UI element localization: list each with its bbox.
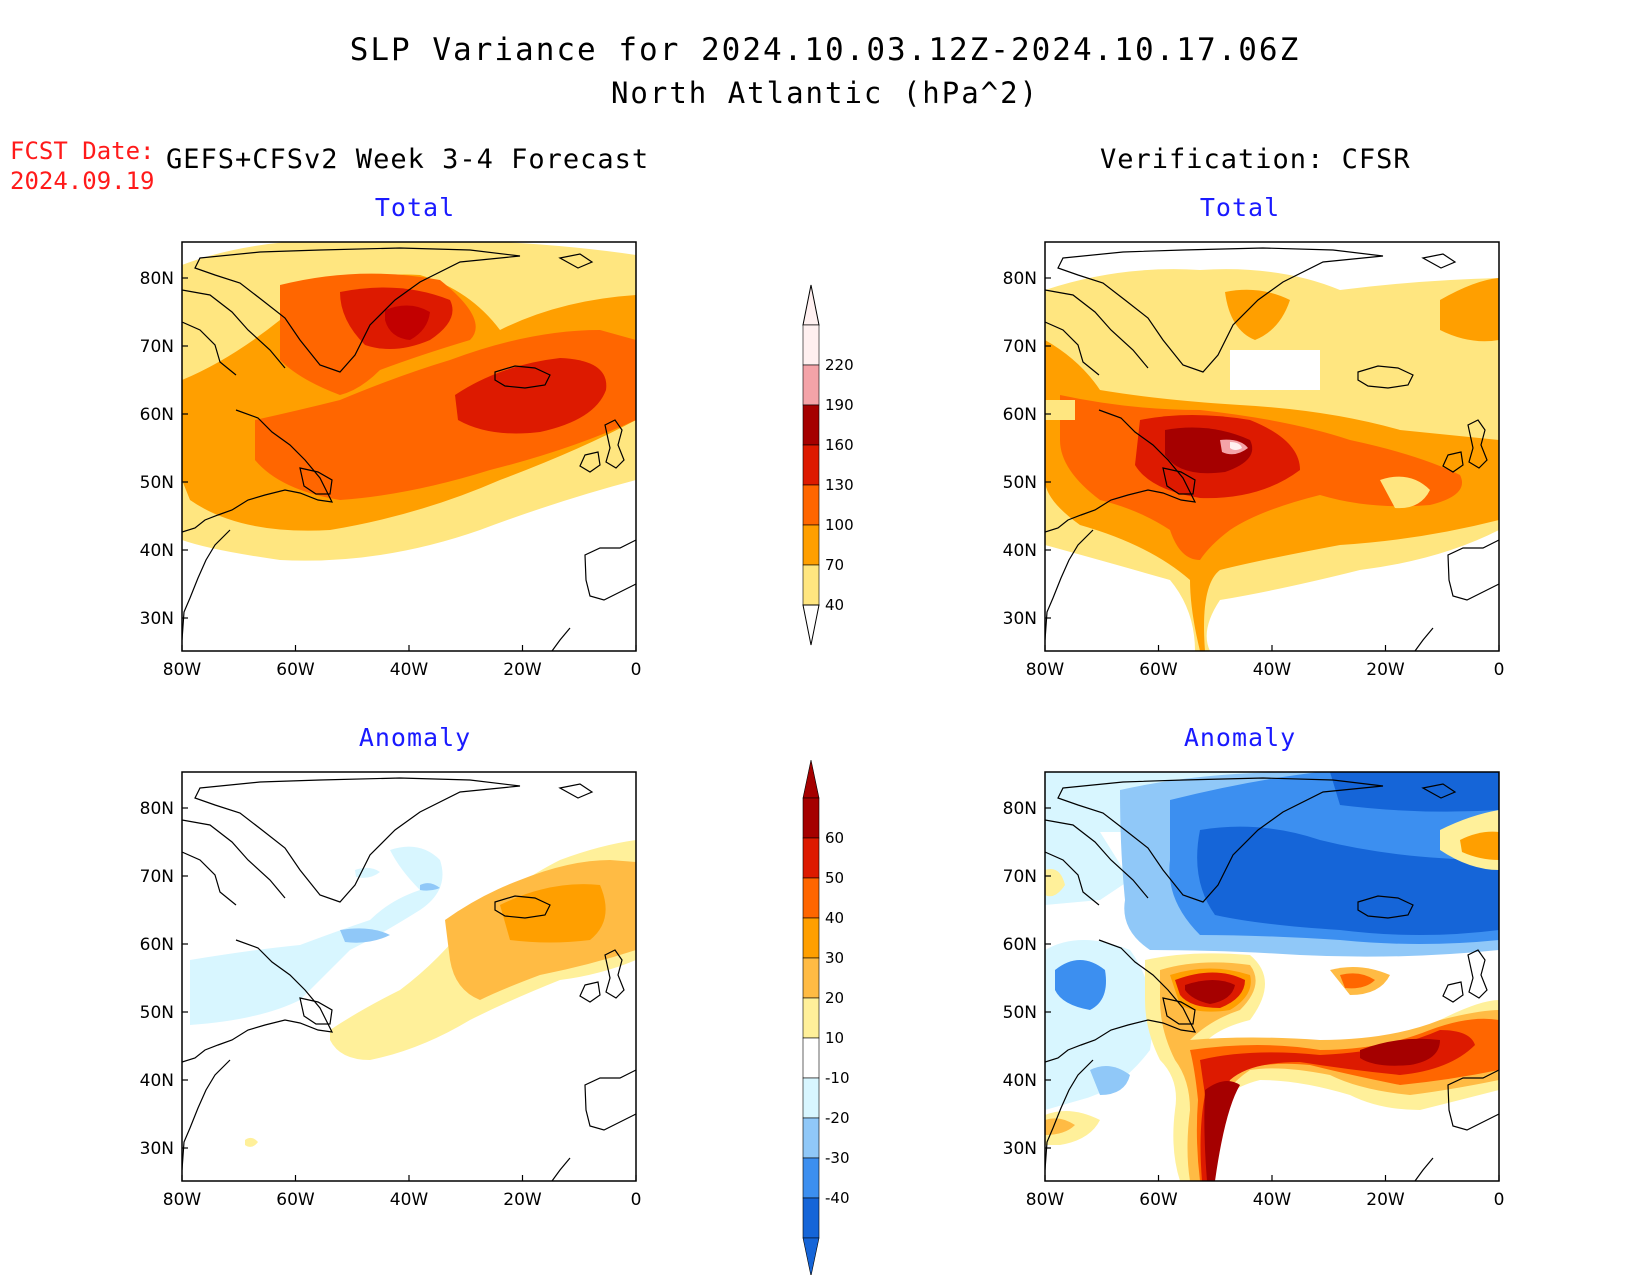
lat-label: 60N: [1003, 405, 1037, 425]
lon-label: 20W: [503, 1190, 542, 1210]
lat-label: 60N: [1003, 935, 1037, 955]
lon-label: 40W: [390, 1190, 429, 1210]
lat-label: 70N: [140, 337, 174, 357]
colorbar-swatch: [802, 837, 820, 879]
lon-label: 60W: [276, 1190, 315, 1210]
verification-heading: Verification: CFSR: [1100, 144, 1411, 175]
lon-label: 80W: [163, 1190, 202, 1210]
fcst-date-label: FCST Date:: [10, 137, 155, 165]
colorbar-label: 60: [825, 829, 844, 847]
lat-label: 70N: [1003, 867, 1037, 887]
lat-label: 50N: [140, 1003, 174, 1023]
lat-label: 60N: [140, 405, 174, 425]
lat-label: 40N: [140, 541, 174, 561]
lat-label: 80N: [140, 269, 174, 289]
lat-label: 30N: [140, 609, 174, 629]
colorbar-label: 20: [825, 989, 844, 1007]
colorbar-swatch: [802, 877, 820, 919]
colorbar-label: 70: [825, 556, 844, 574]
colorbar-swatch: [802, 1037, 820, 1079]
lat-label: 60N: [140, 935, 174, 955]
colorbar-bottom-arrow: [802, 604, 820, 646]
colorbar-label: -40: [825, 1189, 850, 1207]
lon-label: 0: [631, 1190, 642, 1210]
lon-label: 0: [1494, 1190, 1505, 1210]
colorbar-label: 10: [825, 1029, 844, 1047]
lat-label: 50N: [1003, 1003, 1037, 1023]
lon-label: 80W: [163, 660, 202, 680]
colorbar-swatch: [802, 917, 820, 959]
colorbar-label: -30: [825, 1149, 850, 1167]
lat-label: 50N: [140, 473, 174, 493]
forecast-heading: GEFS+CFSv2 Week 3-4 Forecast: [166, 144, 650, 175]
colorbar-swatch: [802, 1117, 820, 1159]
lon-label: 60W: [276, 660, 315, 680]
colorbar-swatch: [802, 797, 820, 839]
lon-label: 40W: [390, 660, 429, 680]
colorbar-label: -10: [825, 1069, 850, 1087]
lat-label: 50N: [1003, 473, 1037, 493]
verification-anomaly-title: Anomaly: [1183, 723, 1297, 752]
colorbar-label: 130: [825, 476, 854, 494]
forecast-anomaly-title: Anomaly: [358, 723, 472, 752]
lon-label: 80W: [1026, 1190, 1065, 1210]
lat-label: 80N: [1003, 799, 1037, 819]
lon-label: 60W: [1139, 660, 1178, 680]
lat-label: 30N: [1003, 1139, 1037, 1159]
lon-label: 40W: [1253, 660, 1292, 680]
colorbar-swatch: [802, 997, 820, 1039]
lon-label: 40W: [1253, 1190, 1292, 1210]
page-subtitle: North Atlantic (hPa^2): [610, 76, 1040, 110]
fcst-date-value: 2024.09.19: [10, 167, 155, 195]
lat-label: 80N: [1003, 269, 1037, 289]
lon-label: 0: [1494, 660, 1505, 680]
lon-label: 80W: [1026, 660, 1065, 680]
colorbar-label: 160: [825, 436, 854, 454]
colorbar-swatch: [802, 1077, 820, 1119]
forecast-total-title: Total: [374, 193, 456, 222]
lat-label: 70N: [1003, 337, 1037, 357]
colorbar-label: 30: [825, 949, 844, 967]
lat-label: 30N: [1003, 609, 1037, 629]
page-title: SLP Variance for 2024.10.03.12Z-2024.10.…: [349, 32, 1301, 68]
lon-label: 20W: [503, 660, 542, 680]
lat-label: 30N: [140, 1139, 174, 1159]
colorbar-top-arrow: [802, 759, 820, 799]
colorbar-label: 100: [825, 516, 854, 534]
colorbar-swatch: [802, 1157, 820, 1199]
fcst-date-block: FCST Date: 2024.09.19: [10, 136, 155, 196]
lat-label: 40N: [140, 1071, 174, 1091]
colorbar-bottom-arrow: [802, 1237, 820, 1275]
lon-label: 60W: [1139, 1190, 1178, 1210]
colorbar-label: 50: [825, 869, 844, 887]
colorbar-label: -20: [825, 1109, 850, 1127]
colorbar-label: 40: [825, 909, 844, 927]
lon-label: 0: [631, 660, 642, 680]
colorbar-label: 190: [825, 396, 854, 414]
lon-label: 20W: [1366, 660, 1405, 680]
colorbar-label: 220: [825, 356, 854, 374]
lon-label: 20W: [1366, 1190, 1405, 1210]
colorbar-swatch: [802, 957, 820, 999]
colorbar-label: 40: [825, 596, 844, 614]
lat-label: 80N: [140, 799, 174, 819]
lat-label: 70N: [140, 867, 174, 887]
verification-total-title: Total: [1199, 193, 1281, 222]
lat-label: 40N: [1003, 1071, 1037, 1091]
lat-label: 40N: [1003, 541, 1037, 561]
colorbar-swatch: [802, 1197, 820, 1239]
